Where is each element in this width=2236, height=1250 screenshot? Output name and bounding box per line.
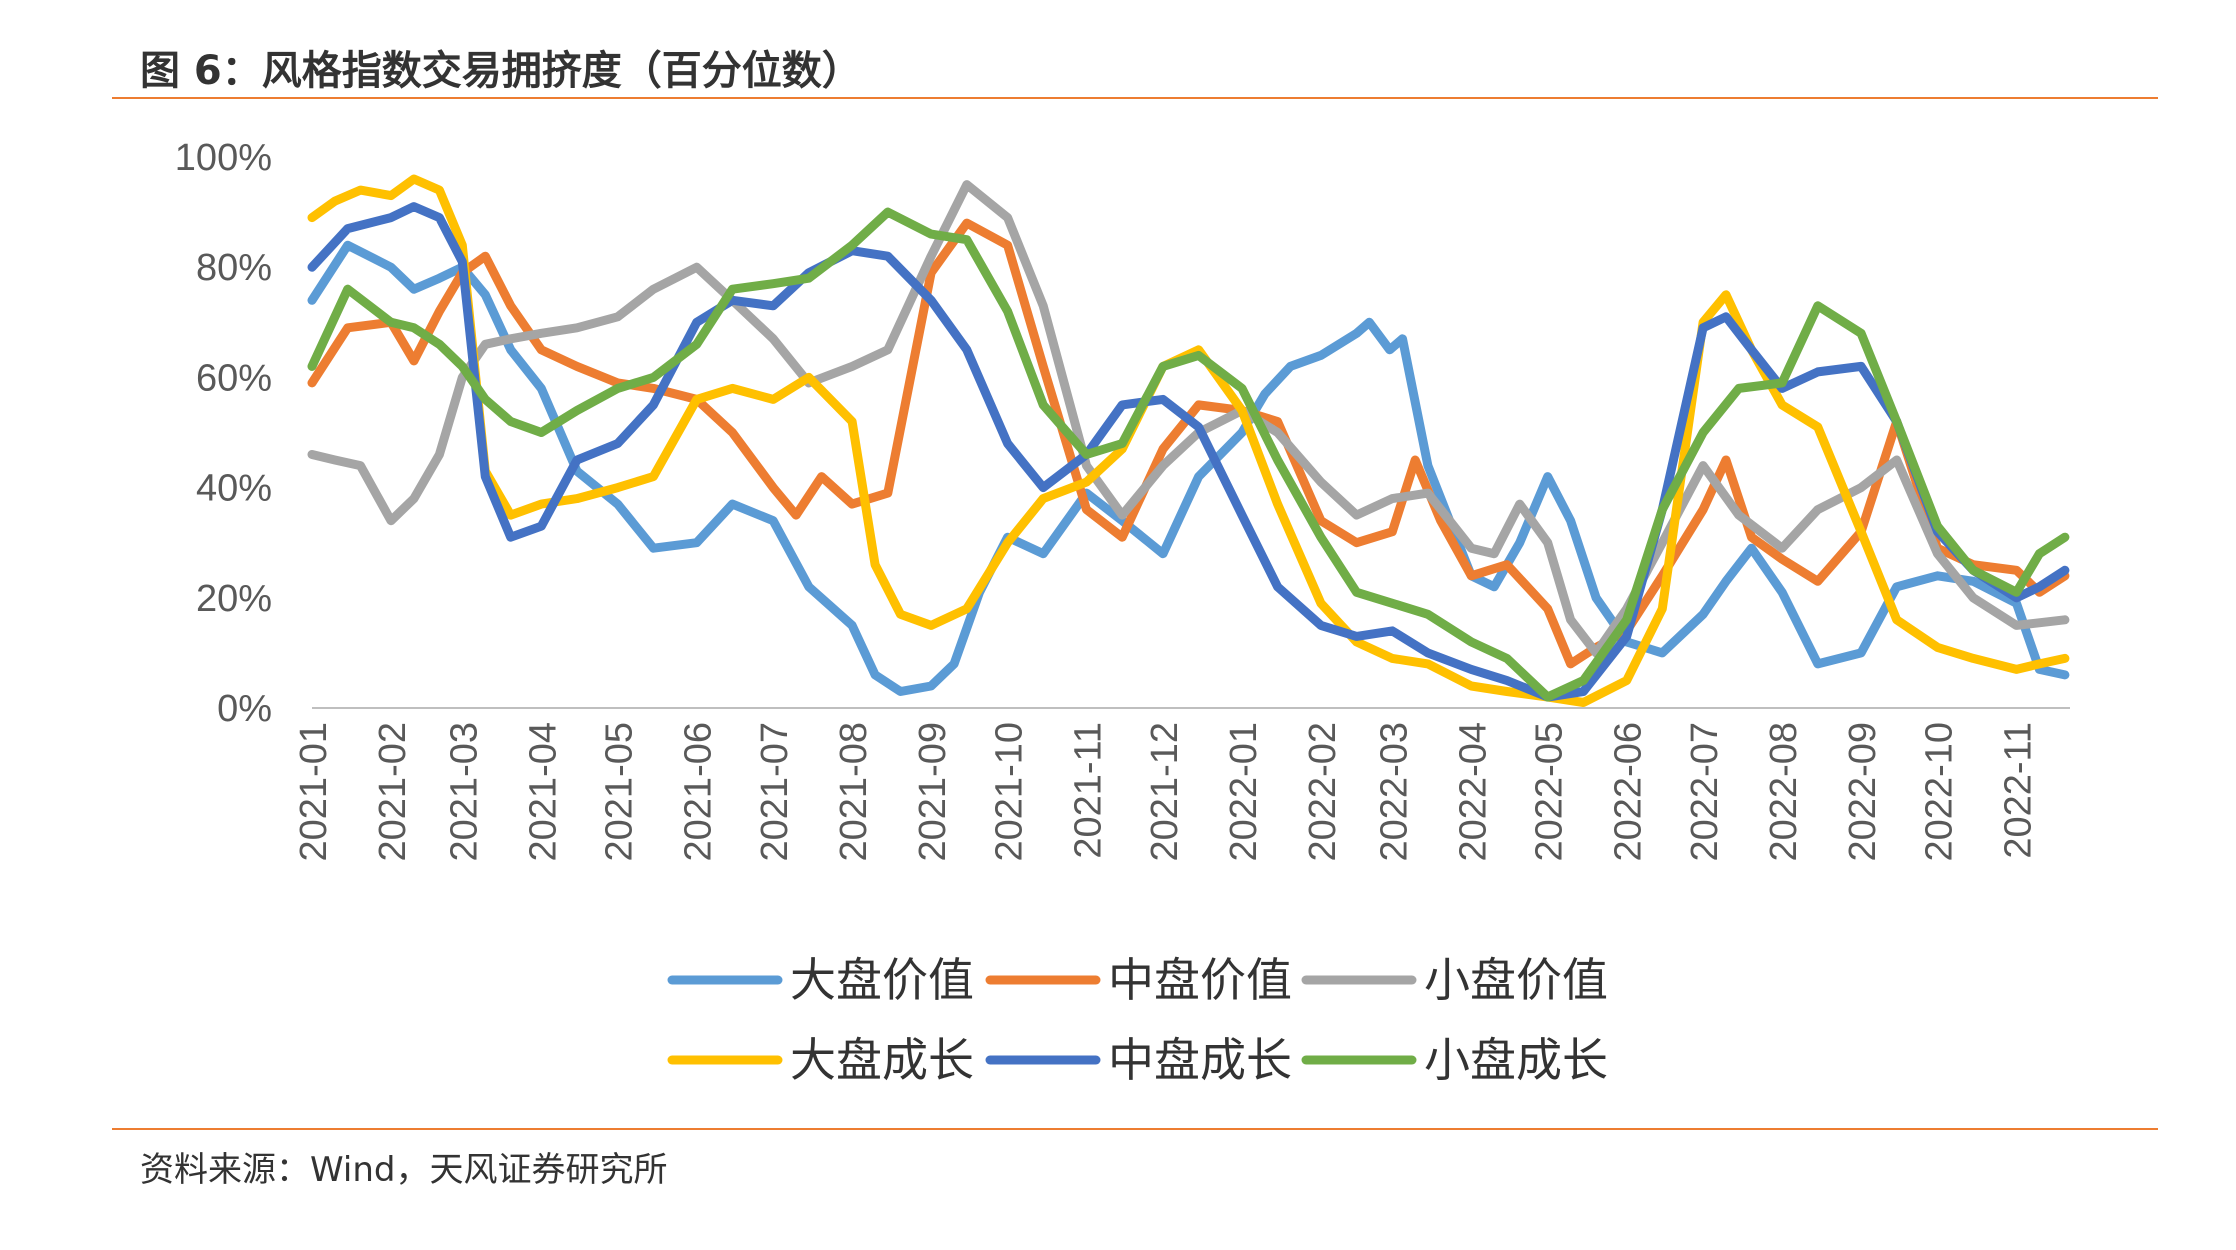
- x-tick-label: 2022-09: [1842, 722, 1884, 861]
- x-tick-label: 2021-06: [678, 722, 720, 861]
- x-tick-label: 2021-10: [989, 722, 1031, 861]
- series-line: [307, 207, 2070, 702]
- x-tick-label: 2021-08: [833, 722, 875, 861]
- series-line: [307, 180, 2070, 658]
- legend-label: 中盘价值: [1108, 953, 1292, 1007]
- x-tick-label: 2022-04: [1452, 722, 1494, 861]
- title-divider: [112, 97, 2158, 99]
- y-tick-label: 80%: [196, 247, 272, 289]
- y-tick-label: 40%: [196, 468, 272, 510]
- x-tick-label: 2021-04: [522, 722, 564, 861]
- x-tick-label: 2021-02: [372, 722, 414, 861]
- x-tick-label: 2022-02: [1302, 722, 1344, 861]
- y-tick-label: 60%: [196, 357, 272, 399]
- y-tick-label: 0%: [217, 688, 272, 730]
- x-tick-label: 2022-06: [1608, 722, 1650, 861]
- y-tick-label: 20%: [196, 578, 272, 620]
- x-tick-label: 2021-07: [754, 722, 796, 861]
- x-tick-label: 2021-03: [443, 722, 485, 861]
- x-tick-label: 2021-12: [1144, 722, 1186, 861]
- series-lines: [307, 174, 2070, 707]
- x-tick-label: 2021-01: [293, 722, 335, 861]
- series-line: [307, 240, 2070, 696]
- legend-label: 小盘价值: [1424, 953, 1608, 1007]
- legend-label: 大盘成长: [790, 1033, 974, 1087]
- x-tick-label: 2021-11: [1068, 722, 1110, 859]
- legend-label: 小盘成长: [1424, 1033, 1608, 1087]
- footer-divider: [112, 1128, 2158, 1130]
- x-tick-label: 2021-09: [912, 722, 954, 861]
- x-tick-label: 2022-05: [1529, 722, 1571, 861]
- axes: 0% 20% 40% 60% 80% 100% 2021-01 2021-02 2021-03 2…: [175, 137, 2070, 861]
- y-tick-label: 100%: [175, 137, 272, 179]
- source-note: 资料来源：Wind，天风证券研究所: [140, 1150, 668, 1190]
- legend-label: 中盘成长: [1108, 1033, 1292, 1087]
- x-tick-label: 2022-08: [1763, 722, 1805, 861]
- legend-label: 大盘价值: [790, 953, 974, 1007]
- x-tick-label: 2022-03: [1373, 722, 1415, 861]
- x-tick-label: 2022-01: [1223, 722, 1265, 861]
- chart-title: 图 6：风格指数交易拥挤度（百分位数）: [140, 48, 862, 94]
- series-line: [307, 218, 2070, 669]
- x-tick-label: 2021-05: [599, 722, 641, 861]
- x-tick-label: 2022-11: [1997, 722, 2039, 859]
- x-tick-label: 2022-07: [1684, 722, 1726, 861]
- x-tick-label: 2022-10: [1919, 722, 1961, 861]
